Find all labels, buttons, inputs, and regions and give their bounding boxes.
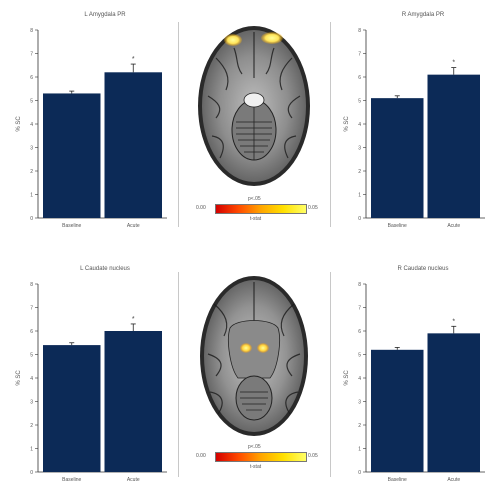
category-label: Acute <box>127 223 140 229</box>
bar-baseline <box>371 98 424 218</box>
chart-svg: 0 1 2 3 4 5 6 7 8 % SC Baseline * Acute <box>344 282 485 483</box>
category-label: Baseline <box>388 477 407 483</box>
significance-marker: * <box>452 60 455 67</box>
bar-baseline <box>43 345 101 472</box>
category-label: Baseline <box>62 477 81 483</box>
y-tick-label: 3 <box>30 399 33 405</box>
y-tick-label: 6 <box>358 329 361 335</box>
column-divider-right-bottom <box>330 272 331 477</box>
y-tick-label: 7 <box>30 305 33 311</box>
y-tick-label: 1 <box>30 446 33 452</box>
bar-baseline <box>371 349 424 472</box>
colorbar-top: p<.05 0.00 0.05 t-stat <box>196 196 318 226</box>
stat-threshold-label: p<.05 <box>248 444 261 450</box>
y-tick-label: 5 <box>30 352 33 358</box>
colorbar-caption: t-stat <box>250 464 262 470</box>
chart-title: L Amygdala PR <box>84 12 126 18</box>
chart-title: R Amygdala PR <box>401 12 445 18</box>
column-divider-left-bottom <box>178 272 179 477</box>
chart-svg: 0 1 2 3 4 5 6 7 8 % SC Baseline * Acute <box>16 28 167 229</box>
colorbar-min-label: 0.00 <box>196 205 206 211</box>
bar-baseline <box>43 93 101 218</box>
category-label: Baseline <box>62 223 81 229</box>
chart-title: L Caudate nucleus <box>80 266 130 272</box>
y-tick-label: 7 <box>358 305 361 311</box>
category-label: Acute <box>127 477 140 483</box>
bar-acute <box>427 333 480 472</box>
y-tick-label: 4 <box>358 376 361 382</box>
brain-axial-slice-image <box>200 276 308 436</box>
brain-slice-top <box>186 18 322 193</box>
y-axis-title: % SC <box>344 370 350 386</box>
colorbar-max-label: 0.05 <box>308 453 318 459</box>
y-axis-title: % SC <box>16 116 22 132</box>
brain-slice-bottom <box>186 268 322 443</box>
column-divider-right <box>330 22 331 227</box>
y-tick-label: 0 <box>30 470 33 476</box>
bar-chart-top-right: R Amygdala PR 0 1 2 3 4 5 6 7 8 % SC Baseline * Acut… <box>338 8 493 240</box>
y-tick-label: 4 <box>30 376 33 382</box>
y-tick-label: 7 <box>30 51 33 57</box>
category-label: Acute <box>447 223 460 229</box>
y-tick-label: 5 <box>30 98 33 104</box>
bar-chart-bottom-right: R Caudate nucleus 0 1 2 3 4 5 6 7 8 % SC Baseline *… <box>338 262 493 494</box>
y-tick-label: 8 <box>358 282 361 288</box>
y-tick-label: 2 <box>30 423 33 429</box>
y-tick-label: 4 <box>30 122 33 128</box>
y-axis-title: % SC <box>344 116 350 132</box>
colorbar-caption: t-stat <box>250 216 262 222</box>
bar-acute <box>104 331 162 472</box>
category-label: Acute <box>447 477 460 483</box>
colorbar-bottom: p<.05 0.00 0.05 t-stat <box>196 444 318 474</box>
y-axis-title: % SC <box>16 370 22 386</box>
colorbar-gradient <box>215 204 307 214</box>
y-tick-label: 3 <box>358 145 361 151</box>
y-tick-label: 2 <box>358 169 361 175</box>
significance-marker: * <box>132 316 135 323</box>
y-tick-label: 6 <box>358 75 361 81</box>
category-label: Baseline <box>388 223 407 229</box>
y-tick-label: 5 <box>358 98 361 104</box>
colorbar-gradient <box>215 452 307 462</box>
chart-svg: 0 1 2 3 4 5 6 7 8 % SC Baseline * Acute <box>16 282 167 483</box>
brain-axial-slice-image <box>198 26 310 186</box>
bar-acute <box>104 72 162 218</box>
colorbar-min-label: 0.00 <box>196 453 206 459</box>
chart-title: R Caudate nucleus <box>397 266 449 272</box>
bar-chart-top-left: L Amygdala PR 0 1 2 3 4 5 6 7 8 % SC Baseline * Acut… <box>10 8 175 240</box>
y-tick-label: 0 <box>358 470 361 476</box>
y-tick-label: 8 <box>30 28 33 34</box>
y-tick-label: 8 <box>30 282 33 288</box>
significance-marker: * <box>132 56 135 63</box>
bar-chart-bottom-left: L Caudate nucleus 0 1 2 3 4 5 6 7 8 % SC Baseline *… <box>10 262 175 494</box>
column-divider-left <box>178 22 179 227</box>
y-tick-label: 2 <box>358 423 361 429</box>
y-tick-label: 8 <box>358 28 361 34</box>
chart-svg: 0 1 2 3 4 5 6 7 8 % SC Baseline * Acute <box>344 28 485 229</box>
y-tick-label: 7 <box>358 51 361 57</box>
y-tick-label: 6 <box>30 329 33 335</box>
y-tick-label: 1 <box>358 446 361 452</box>
colorbar-max-label: 0.05 <box>308 205 318 211</box>
y-tick-label: 1 <box>358 192 361 198</box>
y-tick-label: 0 <box>358 216 361 222</box>
y-tick-label: 2 <box>30 169 33 175</box>
bar-acute <box>427 74 480 219</box>
y-tick-label: 6 <box>30 75 33 81</box>
y-tick-label: 1 <box>30 192 33 198</box>
y-tick-label: 0 <box>30 216 33 222</box>
y-tick-label: 3 <box>358 399 361 405</box>
y-tick-label: 3 <box>30 145 33 151</box>
significance-marker: * <box>452 318 455 325</box>
y-tick-label: 4 <box>358 122 361 128</box>
stat-threshold-label: p<.05 <box>248 196 261 202</box>
y-tick-label: 5 <box>358 352 361 358</box>
